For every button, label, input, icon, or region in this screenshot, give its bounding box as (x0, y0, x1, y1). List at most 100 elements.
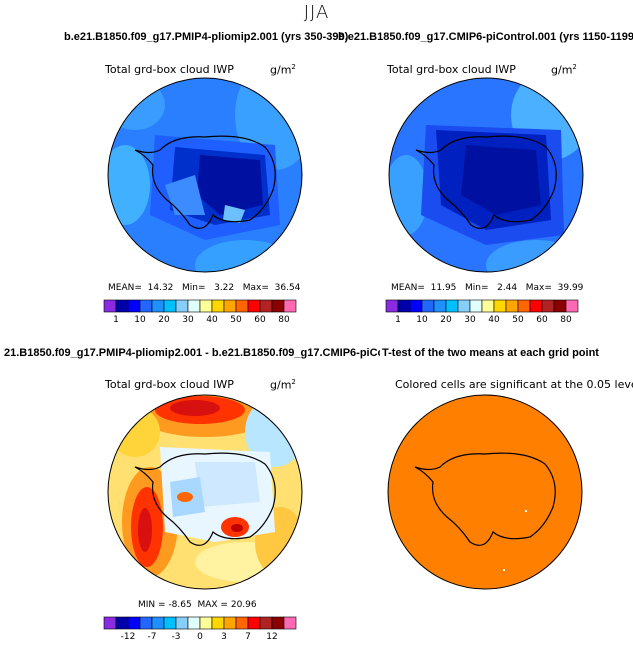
colorbar-tick-label: 10 (134, 315, 146, 325)
colorbar-tick-label: -3 (171, 632, 181, 642)
panel1-stats: MEAN= 14.32 Min= 3.22 Max= 36.54 (108, 283, 301, 293)
colorbar-box (115, 299, 129, 313)
colorbar-box (235, 616, 249, 630)
panel4-case-title: T-test of the two means at each grid poi… (380, 347, 599, 359)
colorbar-box (433, 299, 447, 313)
colorbar-box (247, 299, 261, 313)
panel2-stats: MEAN= 11.95 Min= 2.44 Max= 39.99 (391, 283, 584, 293)
panel1-map (107, 77, 303, 273)
colorbar-tick-label: 50 (230, 315, 242, 325)
colorbar-box (271, 616, 285, 630)
colorbar-box (211, 616, 225, 630)
panel1-units: g/m2 (270, 63, 296, 77)
panel1-variable: Total grd-box cloud IWP (105, 63, 234, 76)
panel3-colorbar (103, 616, 297, 630)
colorbar-box (199, 616, 213, 630)
colorbar-box (457, 299, 471, 313)
colorbar-tick-label: 10 (416, 315, 428, 325)
colorbar-tick-label: 7 (245, 632, 251, 642)
colorbar-box (139, 616, 153, 630)
colorbar-tick-label: 60 (536, 315, 548, 325)
panel3-stats: MIN = -8.65 MAX = 20.96 (138, 600, 257, 610)
colorbar-box (517, 299, 531, 313)
colorbar-box (409, 299, 423, 313)
colorbar-box (283, 616, 297, 630)
panel3-case-title: 21.B1850.f09_g17.PMIP4-pliomip2.001 - b.… (4, 347, 431, 359)
colorbar-box (421, 299, 435, 313)
figure-title: JJA (303, 2, 330, 23)
colorbar-tick-label: 80 (560, 315, 572, 325)
colorbar-tick-label: 20 (440, 315, 452, 325)
colorbar-tick-label: 40 (488, 315, 500, 325)
colorbar-box (115, 616, 129, 630)
colorbar-box (505, 299, 519, 313)
colorbar-box (127, 616, 141, 630)
colorbar-tick-label: 0 (197, 632, 203, 642)
colorbar-box (199, 299, 213, 313)
panel3-map (107, 394, 303, 590)
colorbar-box (493, 299, 507, 313)
colorbar-box (565, 299, 579, 313)
colorbar-box (259, 616, 273, 630)
panel3-units: g/m2 (270, 378, 296, 392)
colorbar-box (481, 299, 495, 313)
colorbar-box (103, 616, 117, 630)
colorbar-box (175, 299, 189, 313)
colorbar-box (283, 299, 297, 313)
panel3-variable: Total grd-box cloud IWP (105, 378, 234, 391)
colorbar-tick-label: 40 (206, 315, 218, 325)
colorbar-box (529, 299, 543, 313)
colorbar-box (397, 299, 411, 313)
panel2-case-title: b.e21.B1850.f09_g17.CMIP6-piControl.001 … (338, 31, 633, 43)
colorbar-tick-label: 60 (254, 315, 266, 325)
panel2-coastline (415, 135, 557, 229)
colorbar-box (469, 299, 483, 313)
colorbar-box (541, 299, 555, 313)
colorbar-box (259, 299, 273, 313)
colorbar-box (445, 299, 459, 313)
colorbar-tick-label: 30 (182, 315, 194, 325)
colorbar-box (247, 616, 261, 630)
colorbar-tick-label: 12 (266, 632, 278, 642)
colorbar-box (187, 299, 201, 313)
colorbar-box (163, 616, 177, 630)
colorbar-box (163, 299, 177, 313)
colorbar-tick-label: 80 (278, 315, 290, 325)
colorbar-box (211, 299, 225, 313)
colorbar-box (223, 616, 237, 630)
colorbar-box (151, 616, 165, 630)
colorbar-tick-label: 50 (512, 315, 524, 325)
panel2-colorbar (385, 299, 579, 313)
colorbar-tick-label: -12 (120, 632, 136, 642)
panel1-colorbar (103, 299, 297, 313)
colorbar-box (385, 299, 399, 313)
panel4-map (387, 394, 583, 590)
panel2-map (388, 77, 584, 273)
panel3-colorbar-labels: -12 -7 -3 0 3 7 12 (104, 632, 296, 644)
colorbar-box (553, 299, 567, 313)
panel4-subtitle: Colored cells are significant at the 0.0… (395, 378, 633, 391)
panel4-significance-fill (388, 395, 582, 589)
colorbar-tick-label: 20 (158, 315, 170, 325)
colorbar-box (235, 299, 249, 313)
colorbar-tick-label: -7 (147, 632, 157, 642)
colorbar-box (103, 299, 117, 313)
panel1-colorbar-labels: 1 10 20 30 40 50 60 80 (104, 315, 296, 327)
colorbar-box (127, 299, 141, 313)
colorbar-box (175, 616, 189, 630)
panel2-units: g/m2 (551, 63, 577, 77)
panel2-colorbar-labels: 1 10 20 30 40 50 60 80 (386, 315, 578, 327)
colorbar-tick-label: 1 (395, 315, 401, 325)
colorbar-box (139, 299, 153, 313)
panel1-case-title: b.e21.B1850.f09_g17.PMIP4-pliomip2.001 (… (64, 31, 349, 43)
panel4-coastline (414, 452, 556, 546)
colorbar-box (223, 299, 237, 313)
colorbar-box (187, 616, 201, 630)
colorbar-tick-label: 30 (464, 315, 476, 325)
panel3-coastline (134, 452, 276, 546)
colorbar-tick-label: 1 (113, 315, 119, 325)
panel1-coastline (134, 135, 276, 229)
panel2-variable: Total grd-box cloud IWP (387, 63, 516, 76)
colorbar-box (151, 299, 165, 313)
colorbar-box (271, 299, 285, 313)
